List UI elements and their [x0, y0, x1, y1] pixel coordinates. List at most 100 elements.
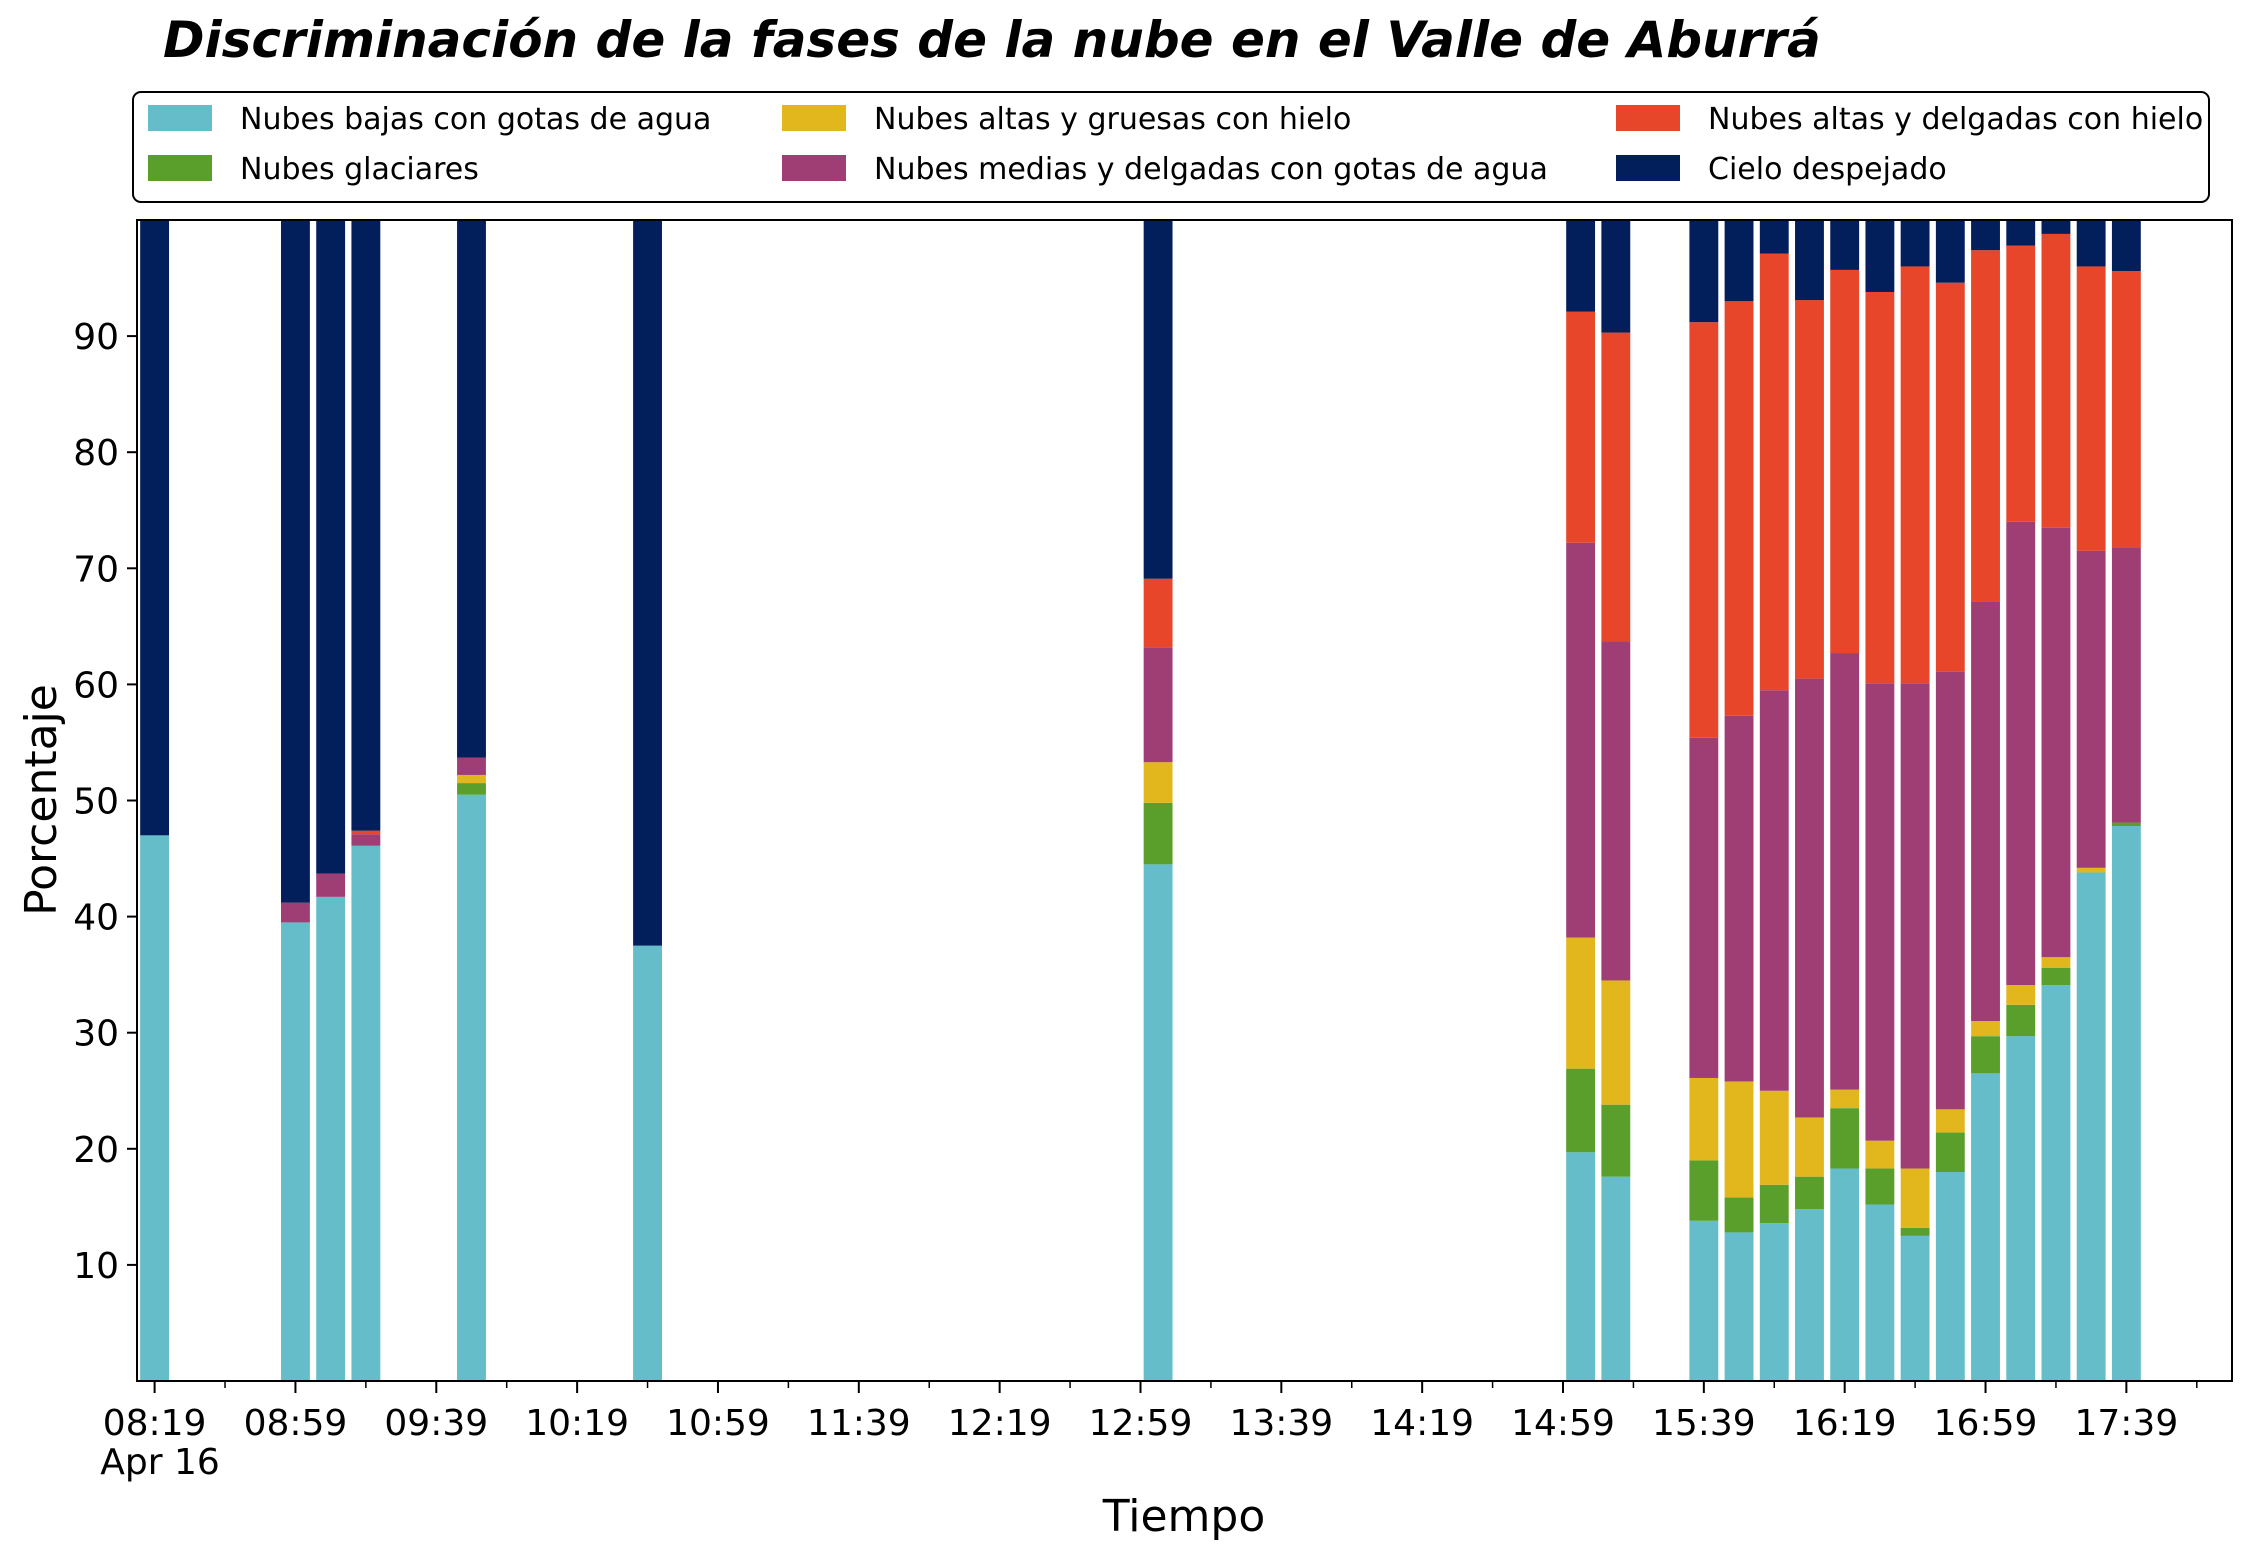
- bar-segment-1629-series-2: [1865, 1140, 1895, 1169]
- bar-segment-1304-series-1: [1143, 802, 1173, 865]
- legend-label-1: Nubes glaciares: [240, 152, 479, 187]
- legend-box: [132, 91, 2210, 203]
- bar-segment-1629-series-1: [1865, 1168, 1895, 1205]
- legend-swatch-3: [782, 155, 846, 181]
- bar-segment-0919-series-5: [351, 220, 381, 831]
- bar-segment-1729-series-2: [2076, 867, 2106, 873]
- y-tick-label-20: 20: [73, 1130, 119, 1171]
- bar-segment-0919-series-0: [351, 845, 381, 1381]
- bar-segment-1549-series-5: [1724, 220, 1754, 302]
- bar-segment-0859-series-5: [281, 220, 310, 903]
- legend-swatch-2: [782, 105, 846, 131]
- x-tick-label-1259: 12:59: [1089, 1403, 1193, 1444]
- bar-segment-1504-series-4: [1566, 311, 1596, 543]
- bar-segment-1539-series-4: [1689, 322, 1719, 738]
- bar-segment-1709-series-0: [2006, 1036, 2036, 1381]
- x-tick-label-1619: 16:19: [1793, 1403, 1897, 1444]
- bar-segment-1739-series-0: [2111, 826, 2141, 1381]
- bar-segment-0919-series-3: [351, 834, 381, 846]
- legend-label-2: Nubes altas y gruesas con hielo: [874, 102, 1351, 137]
- bar-segment-1559-series-5: [1759, 220, 1789, 254]
- bar-segment-1719-series-3: [2041, 527, 2071, 958]
- bar-segment-1629-series-4: [1865, 291, 1895, 684]
- x-tick-label-1339: 13:39: [1229, 1403, 1333, 1444]
- bar-segment-1539-series-3: [1689, 737, 1719, 1078]
- bar-segment-1609-series-1: [1795, 1176, 1824, 1210]
- y-tick-label-40: 40: [73, 898, 119, 939]
- bar-segment-1659-series-1: [1971, 1036, 2000, 1074]
- bar-segment-1709-series-1: [2006, 1004, 2036, 1037]
- bar-segment-1039-series-0: [633, 945, 662, 1382]
- bar-segment-1649-series-0: [1935, 1172, 1965, 1381]
- x-tick-label-0859: 08:59: [244, 1403, 348, 1444]
- bar-segment-1619-series-4: [1830, 269, 1860, 654]
- bar-segment-0949-series-2: [457, 774, 486, 784]
- bar-segment-0909-series-5: [316, 220, 346, 874]
- bar-segment-1504-series-3: [1566, 542, 1596, 938]
- bar-segment-1719-series-2: [2041, 957, 2071, 968]
- bar-segment-1609-series-2: [1795, 1117, 1824, 1177]
- bar-segment-1304-series-2: [1143, 762, 1173, 803]
- bar-segment-1729-series-5: [2076, 220, 2106, 267]
- bar-segment-0949-series-5: [457, 220, 486, 758]
- bar-segment-1639-series-0: [1900, 1235, 1930, 1382]
- x-tick-label-1459: 14:59: [1511, 1403, 1615, 1444]
- bar-segment-1514-series-5: [1601, 220, 1631, 333]
- bar-segment-1659-series-4: [1971, 250, 2000, 602]
- x-tick-label-1059: 10:59: [666, 1403, 770, 1444]
- bar-segment-1609-series-5: [1795, 220, 1824, 301]
- bar-segment-1504-series-2: [1566, 937, 1596, 1069]
- y-tick-label-90: 90: [73, 317, 119, 358]
- bar-segment-1649-series-1: [1935, 1132, 1965, 1173]
- legend-label-5: Cielo despejado: [1708, 152, 1947, 187]
- bar-segment-1609-series-0: [1795, 1209, 1824, 1381]
- bar-segment-1719-series-0: [2041, 985, 2071, 1381]
- bar-segment-1639-series-3: [1900, 683, 1930, 1169]
- y-tick-label-10: 10: [73, 1246, 119, 1287]
- bar-segment-1304-series-3: [1143, 647, 1173, 763]
- bar-segment-1649-series-2: [1935, 1109, 1965, 1133]
- bar-segment-1504-series-1: [1566, 1068, 1596, 1153]
- x-tick-label-1139: 11:39: [807, 1403, 911, 1444]
- legend-swatch-0: [148, 105, 212, 131]
- bar-segment-1719-series-4: [2041, 233, 2071, 528]
- bar-segment-0949-series-0: [457, 794, 486, 1381]
- bar-segment-1659-series-3: [1971, 601, 2000, 1022]
- bar-segment-1619-series-3: [1830, 653, 1860, 1090]
- bar-segment-1304-series-0: [1143, 864, 1173, 1381]
- bar-segment-1549-series-2: [1724, 1081, 1754, 1198]
- bar-segment-1504-series-0: [1566, 1152, 1596, 1381]
- x-tick-label-1539: 15:39: [1652, 1403, 1756, 1444]
- bar-segment-1729-series-3: [2076, 550, 2106, 868]
- bar-segment-1649-series-4: [1935, 282, 1965, 672]
- legend-label-3: Nubes medias y delgadas con gotas de agu…: [874, 152, 1548, 187]
- bar-segment-1559-series-1: [1759, 1184, 1789, 1224]
- bar-segment-1609-series-4: [1795, 300, 1824, 679]
- bar-segment-1659-series-2: [1971, 1021, 2000, 1037]
- bar-segment-0919-series-4: [351, 830, 381, 835]
- x-axis-label: Tiempo: [1102, 1491, 1266, 1542]
- y-tick-label-60: 60: [73, 665, 119, 706]
- bar-segment-1709-series-5: [2006, 220, 2036, 246]
- y-tick-label-50: 50: [73, 782, 119, 823]
- bars: [140, 220, 2141, 1382]
- bar-segment-1514-series-2: [1601, 980, 1631, 1105]
- bar-segment-1639-series-2: [1900, 1168, 1930, 1228]
- bar-segment-1619-series-1: [1830, 1108, 1860, 1169]
- bar-segment-1504-series-5: [1566, 220, 1596, 312]
- bar-segment-0909-series-3: [316, 873, 346, 897]
- x-tick-label-1019: 10:19: [525, 1403, 629, 1444]
- bar-segment-1709-series-2: [2006, 985, 2036, 1005]
- bar-segment-0819-series-5: [140, 220, 170, 836]
- bar-segment-1559-series-2: [1759, 1090, 1789, 1185]
- bar-segment-1304-series-5: [1143, 220, 1173, 579]
- bar-segment-1739-series-1: [2111, 822, 2141, 827]
- x-tick-date-label: Apr 16: [100, 1442, 220, 1483]
- bar-segment-1729-series-0: [2076, 872, 2106, 1381]
- bar-segment-1549-series-0: [1724, 1232, 1754, 1381]
- x-tick-label-1659: 16:59: [1934, 1403, 2038, 1444]
- bar-segment-0859-series-0: [281, 922, 310, 1381]
- bar-segment-1514-series-1: [1601, 1104, 1631, 1177]
- legend-swatch-1: [148, 155, 212, 181]
- bar-segment-1619-series-2: [1830, 1089, 1860, 1109]
